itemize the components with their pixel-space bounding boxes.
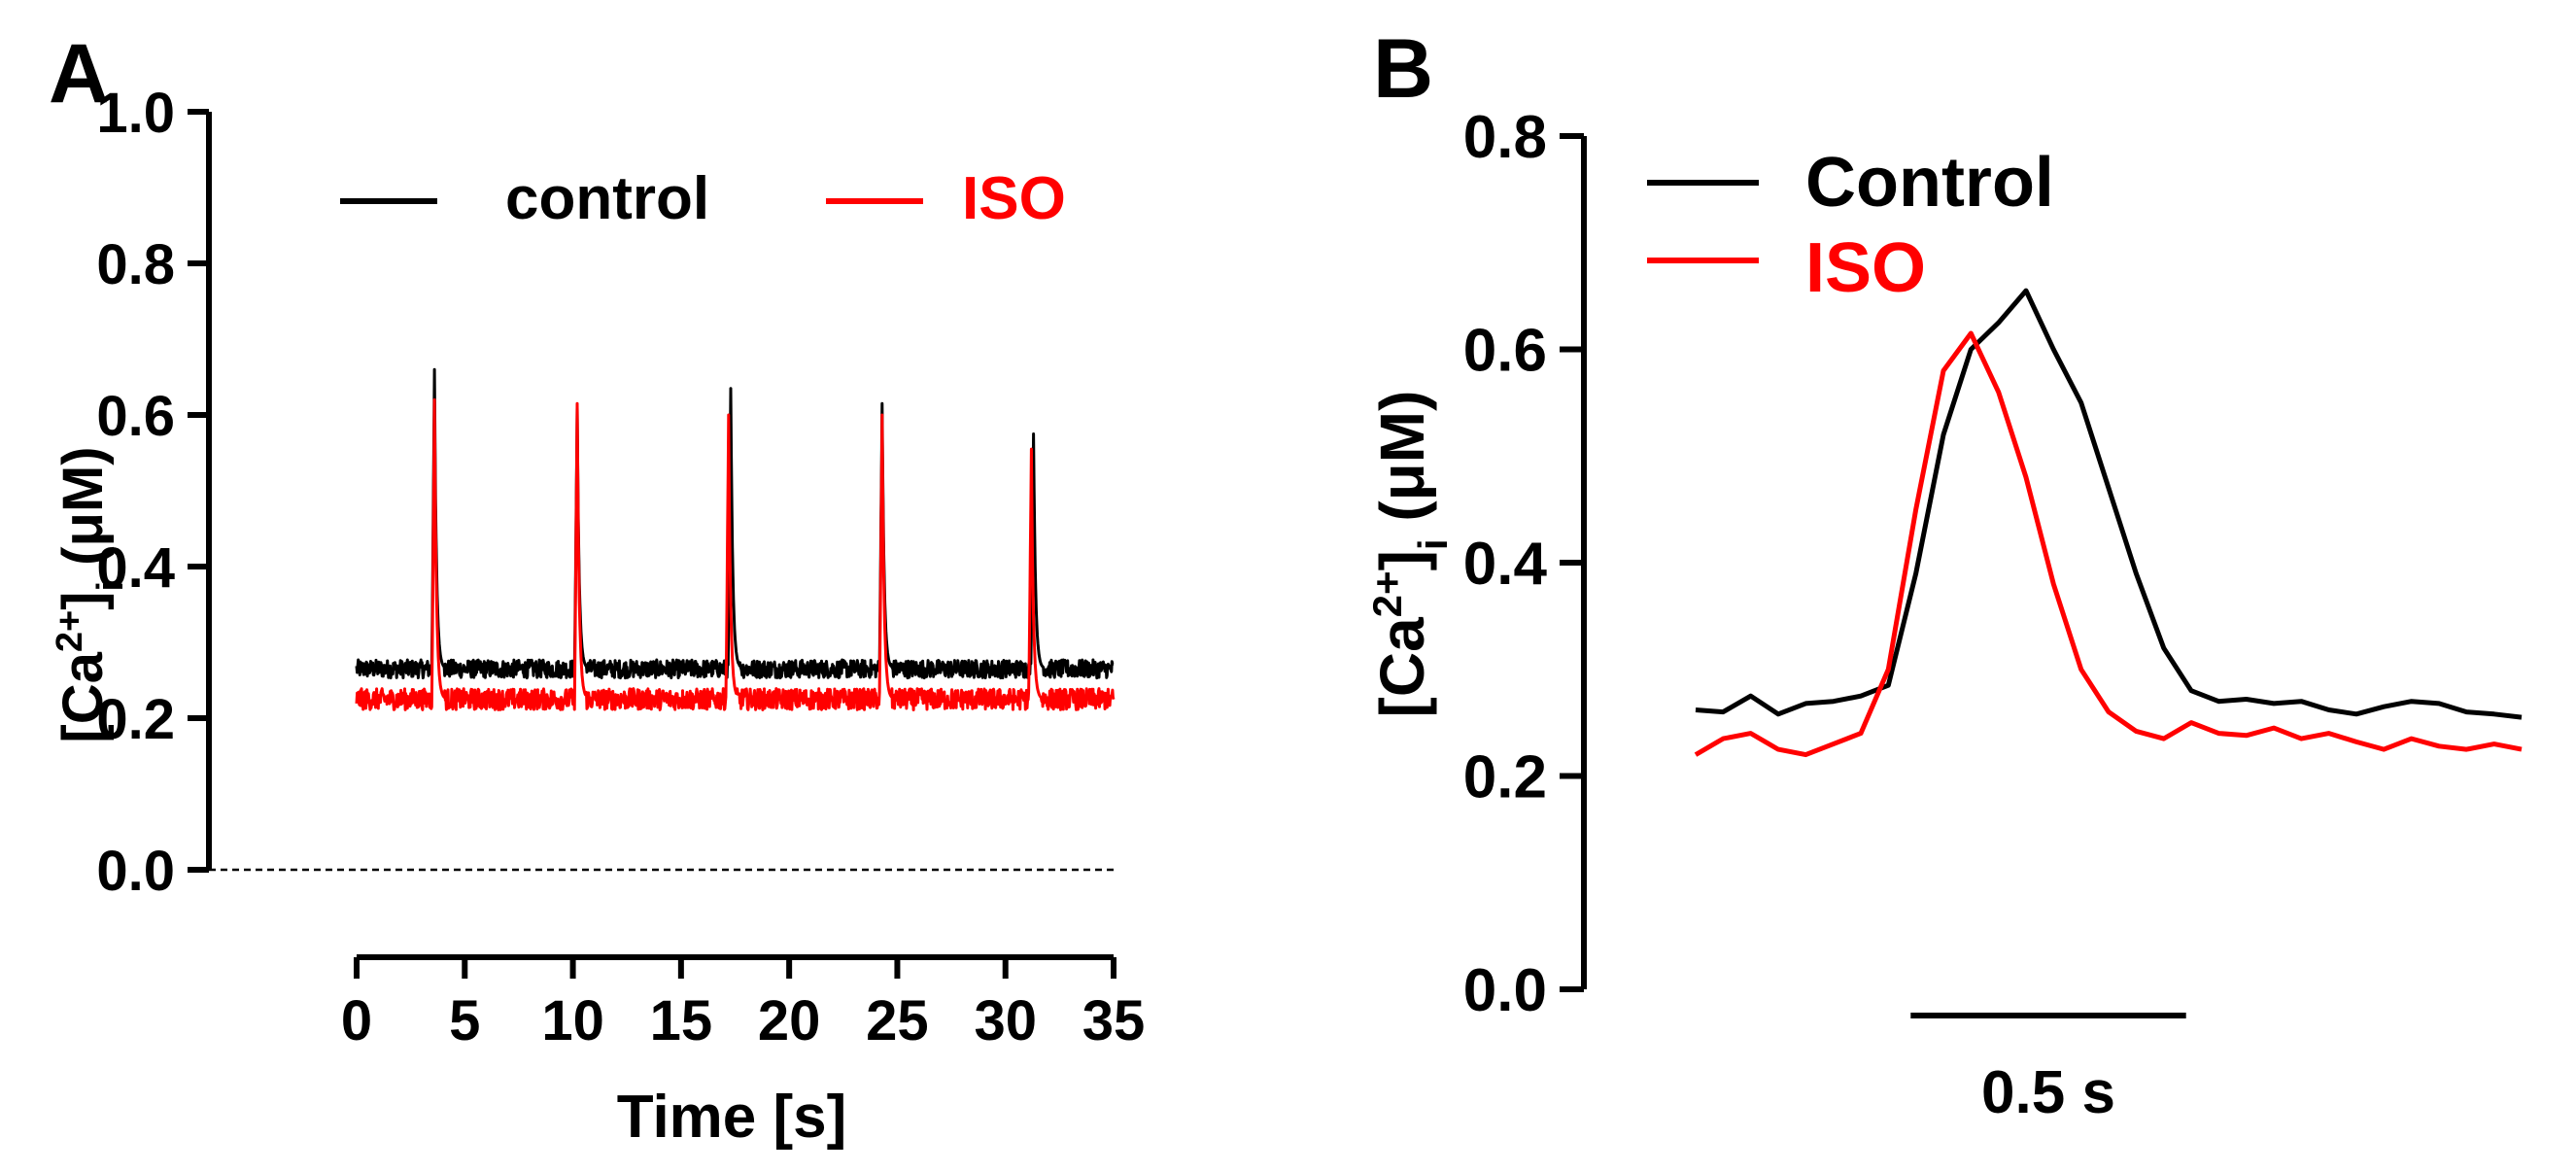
x-tick-label: 15 xyxy=(650,989,713,1052)
legend-iso-label: ISO xyxy=(1805,229,1926,307)
panel-a: A 0.0 0.2 0.4 0.6 0.8 1.0 0 5 10 15 20 25 30 35 cont… xyxy=(49,27,1145,1151)
y-tick-label: 0.8 xyxy=(96,233,175,296)
y-tick-label: 0.2 xyxy=(1463,744,1547,811)
panel-b-scale-bar: 0.5 s xyxy=(1910,1013,2186,1126)
panel-a-y-axis-label: [Ca2+]i (μM) xyxy=(50,446,131,742)
x-tick-label: 0 xyxy=(341,989,372,1052)
y-tick-label: 1.0 xyxy=(96,82,175,145)
y-tick-label: 0.4 xyxy=(96,536,175,600)
trace-control xyxy=(1695,288,2523,720)
x-tick-label: 25 xyxy=(866,989,929,1052)
y-tick-label: 0.0 xyxy=(96,840,175,903)
x-tick-label: 20 xyxy=(758,989,821,1052)
panel-a-label: A xyxy=(49,27,109,121)
panel-b-label: B xyxy=(1373,22,1433,116)
panel-b: B 0.0 0.2 0.4 0.6 0.8 Control ISO [Ca2+]i (μ… xyxy=(1364,22,2523,1126)
panel-a-y-axis: 0.0 0.2 0.4 0.6 0.8 1.0 xyxy=(96,82,1114,903)
y-tick-label: 0.6 xyxy=(1463,318,1547,385)
panel-b-y-axis: 0.0 0.2 0.4 0.6 0.8 xyxy=(1463,104,1587,1024)
legend-control-label: Control xyxy=(1805,144,2054,222)
trace-iso xyxy=(355,397,1116,711)
panel-a-x-axis: 0 5 10 15 20 25 30 35 xyxy=(341,954,1146,1052)
x-tick-label: 5 xyxy=(449,989,480,1052)
legend-iso-label: ISO xyxy=(962,165,1066,232)
y-tick-label: 0.4 xyxy=(1463,531,1548,598)
panel-a-legend: control ISO xyxy=(340,165,1066,232)
y-tick-label: 0.6 xyxy=(96,385,175,448)
panel-b-y-axis-label: [Ca2+]i (μM) xyxy=(1364,391,1456,718)
y-tick-label: 0.2 xyxy=(96,688,175,751)
scale-bar-label: 0.5 s xyxy=(1981,1059,2115,1126)
x-tick-label: 35 xyxy=(1082,989,1146,1052)
panel-b-traces xyxy=(1694,288,2523,758)
x-tick-label: 10 xyxy=(541,989,604,1052)
panel-a-traces xyxy=(355,367,1116,711)
y-tick-label: 0.0 xyxy=(1463,957,1547,1024)
panel-a-x-axis-label: Time [s] xyxy=(617,1084,847,1151)
panel-b-legend: Control ISO xyxy=(1647,144,2054,307)
y-tick-label: 0.8 xyxy=(1463,104,1547,171)
x-tick-label: 30 xyxy=(974,989,1037,1052)
trace-iso xyxy=(1694,330,2523,758)
trace-control xyxy=(355,367,1115,680)
legend-control-label: control xyxy=(505,165,709,232)
